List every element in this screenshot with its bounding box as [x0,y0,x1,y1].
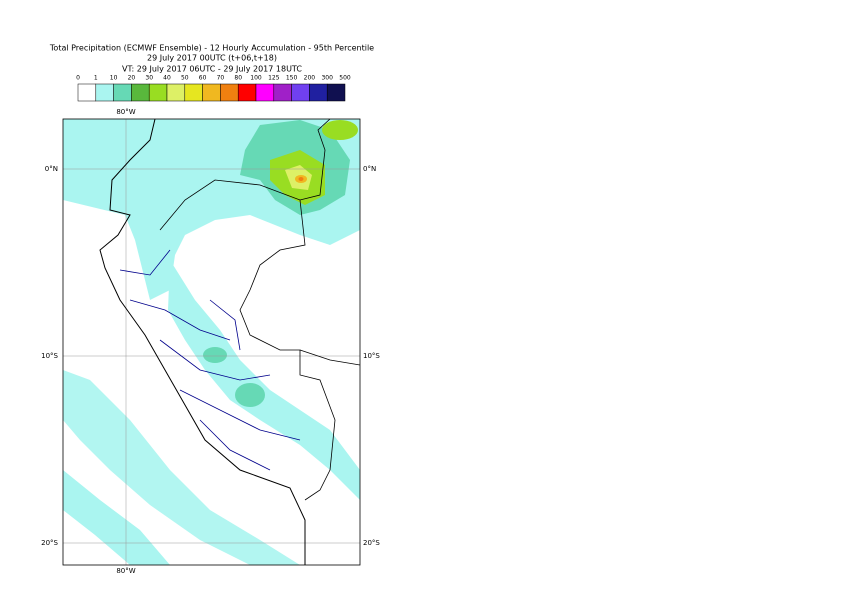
legend-swatch [309,83,328,102]
title: Total Precipitation (ECMWF Ensemble) - 1… [49,44,374,53]
legend-label: 500 [339,75,351,82]
legend-label: 40 [163,75,171,82]
border [239,199,336,501]
precip-area [168,260,360,500]
lat-label: 20°S [363,539,380,547]
subtitle: 29 July 2017 00UTC (t+06,t+18) [147,54,277,63]
legend-swatch [326,83,346,102]
lat-label: 10°S [363,352,380,360]
border [299,349,360,366]
legend-label: 70 [217,75,225,82]
precip-area [63,470,170,565]
legend-label: 125 [268,75,280,82]
lon-label: 80°W [116,567,135,575]
coastline [99,119,306,565]
legend-label: 100 [250,75,262,82]
valid-time: VT: 29 July 2017 06UTC - 29 July 2017 18… [122,65,302,74]
legend-swatch [291,83,310,102]
legend-label: 20 [128,75,136,82]
legend-swatch [166,83,186,102]
map [62,118,361,566]
map-frame [62,118,361,566]
legend-swatch [77,83,97,102]
legend-swatch [237,83,257,102]
lat-label: 10°S [41,352,58,360]
legend-label: 30 [145,75,153,82]
legend-label: 80 [234,75,242,82]
legend-label: 10 [110,75,118,82]
legend-swatch [148,83,168,102]
lat-label: 20°S [41,539,58,547]
legend-label: 50 [181,75,189,82]
precip-area [322,120,358,140]
legend-swatch [131,83,150,102]
legend-swatch [184,83,203,102]
region-border [119,249,301,471]
lat-label: 0°N [363,165,376,173]
legend-label: 0 [76,75,80,82]
lat-label: 0°N [45,165,58,173]
legend-label: 60 [199,75,207,82]
legend-swatch [220,83,239,102]
legend-label: 200 [304,75,316,82]
legend-swatch [113,83,132,102]
legend-swatch [95,83,114,102]
legend-label: 150 [286,75,298,82]
legend-label: 300 [321,75,333,82]
precip-area [235,383,265,407]
lon-label: 80°W [116,108,135,116]
legend-label: 1 [94,75,98,82]
precip-area [203,347,227,363]
precip-area [63,370,300,565]
legend-swatch [255,83,275,102]
precip-area [298,177,304,181]
legend-swatch [273,83,292,102]
legend-swatch [202,83,221,102]
